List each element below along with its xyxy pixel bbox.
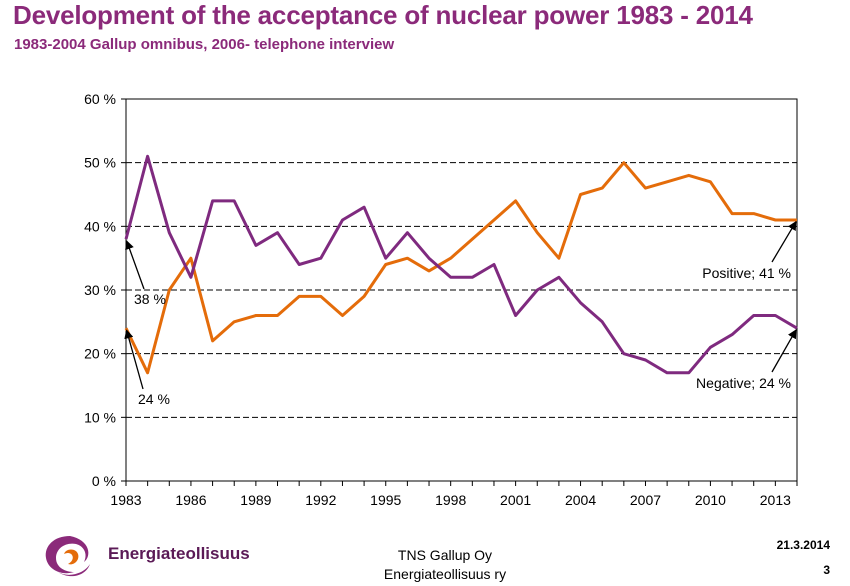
annotation-arrow (771, 329, 797, 373)
date-label: 21.3.2014 (776, 538, 830, 552)
y-tick-label: 50 % (84, 155, 116, 171)
annotation-arrow (125, 240, 145, 290)
source-line-1: TNS Gallup Oy (397, 547, 493, 563)
annotation-label: 24 % (138, 391, 170, 407)
annotation-label: 38 % (134, 291, 166, 307)
annotation-arrow (124, 329, 144, 390)
annotation-arrow (771, 220, 797, 263)
annotation-label: Positive; 41 % (702, 265, 791, 281)
x-tick-label: 1989 (240, 492, 271, 508)
x-tick-label: 1986 (175, 492, 206, 508)
x-tick-label: 2001 (500, 492, 531, 508)
chart-subtitle: 1983-2004 Gallup omnibus, 2006- telephon… (14, 36, 395, 53)
x-tick-label: 2010 (695, 492, 726, 508)
page-number: 3 (823, 563, 830, 577)
x-tick-label: 1998 (435, 492, 466, 508)
source-line-2: Energiateollisuus ry (383, 566, 507, 582)
y-tick-label: 20 % (84, 346, 116, 362)
y-tick-label: 30 % (84, 282, 116, 298)
logo-swirl-icon (45, 536, 90, 577)
chart-title: Development of the acceptance of nuclear… (13, 0, 753, 30)
logo-text: Energiateollisuus (108, 544, 250, 563)
series-line-positive (124, 161, 797, 375)
x-tick-label: 2004 (565, 492, 596, 508)
x-tick-label: 2013 (760, 492, 791, 508)
y-tick-label: 40 % (84, 218, 116, 234)
y-tick-label: 0 % (92, 473, 116, 489)
series-line-negative (124, 154, 798, 375)
y-tick-label: 10 % (84, 409, 116, 425)
x-tick-label: 1995 (370, 492, 401, 508)
x-tick-label: 2007 (630, 492, 661, 508)
x-tick-label: 1992 (305, 492, 336, 508)
x-tick-label: 1983 (110, 492, 141, 508)
annotation-label: Negative; 24 % (696, 375, 791, 391)
energiateollisuus-logo: Energiateollisuus (40, 532, 270, 578)
y-tick-label: 60 % (84, 91, 116, 107)
